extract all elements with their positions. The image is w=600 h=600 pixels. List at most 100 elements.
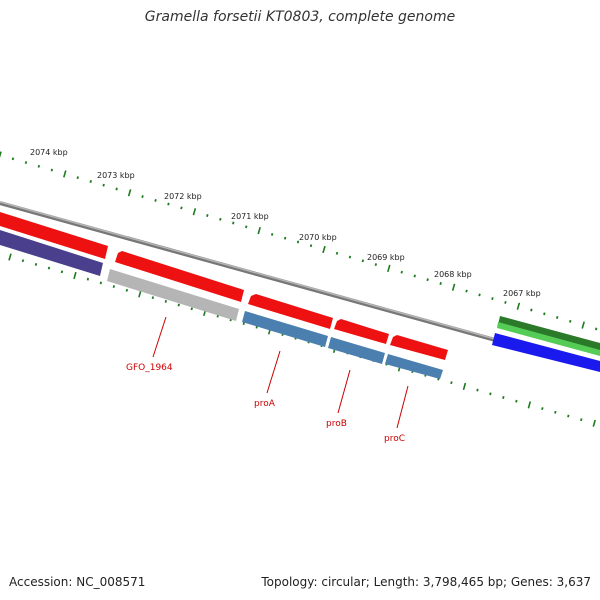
- gene-callout-line: [396, 385, 409, 429]
- major-tick: [527, 401, 532, 409]
- minor-tick: [361, 259, 365, 263]
- minor-tick: [504, 300, 507, 304]
- minor-tick: [502, 396, 505, 399]
- minor-tick: [167, 202, 170, 206]
- minor-tick: [37, 164, 41, 168]
- minor-tick: [543, 312, 546, 316]
- gene-callout-line: [152, 316, 167, 358]
- genome-summary: Topology: circular; Length: 3,798,465 bp…: [261, 575, 591, 589]
- minor-tick: [439, 282, 442, 285]
- minor-tick: [21, 259, 25, 263]
- reverse-gene-feature[interactable]: [385, 354, 443, 379]
- forward-gene-feature[interactable]: [390, 335, 448, 360]
- minor-tick: [554, 410, 557, 414]
- minor-tick: [580, 418, 583, 422]
- minor-tick: [413, 274, 416, 278]
- minor-tick: [476, 388, 479, 392]
- gene-callout-line: [266, 350, 281, 394]
- minor-tick: [164, 299, 167, 303]
- kbp-label-group: 2074 kbp 2073 kbp 2072 kbp 2071 kbp 2070…: [30, 148, 541, 298]
- minor-tick: [270, 232, 274, 236]
- minor-tick: [11, 157, 15, 161]
- minor-tick: [102, 183, 105, 187]
- kbp-label: 2073 kbp: [97, 171, 135, 180]
- minor-tick: [60, 270, 64, 274]
- accession-label: Accession: NC_008571: [9, 575, 146, 589]
- minor-tick: [400, 270, 403, 274]
- major-tick: [138, 290, 142, 298]
- kbp-label: 2070 kbp: [299, 233, 337, 242]
- minor-tick: [515, 399, 518, 403]
- minor-tick: [478, 293, 481, 297]
- major-tick: [257, 226, 261, 235]
- minor-tick: [426, 278, 429, 282]
- minor-tick: [489, 392, 492, 396]
- major-tick: [63, 170, 67, 178]
- gene-callouts: [152, 316, 409, 429]
- major-tick: [0, 151, 2, 158]
- minor-tick: [89, 180, 92, 183]
- kbp-label: 2067 kbp: [503, 289, 541, 298]
- minor-tick: [219, 217, 222, 221]
- major-tick: [516, 302, 521, 310]
- minor-tick: [177, 303, 180, 307]
- minor-tick: [115, 187, 118, 191]
- minor-tick: [245, 225, 248, 229]
- forward-gene-feature[interactable]: [334, 319, 389, 344]
- major-tick: [581, 321, 585, 329]
- reverse-gene-feature[interactable]: [107, 269, 239, 321]
- minor-tick: [374, 263, 378, 267]
- reverse-gene-feature[interactable]: [242, 311, 328, 347]
- forward-gene-feature[interactable]: [0, 212, 108, 259]
- major-tick: [73, 271, 77, 280]
- minor-tick: [206, 214, 209, 217]
- kbp-label: 2068 kbp: [434, 270, 472, 279]
- minor-tick: [569, 319, 572, 323]
- reverse-gene-feature[interactable]: [328, 337, 385, 364]
- major-tick: [387, 264, 391, 273]
- forward-gene-feature-light[interactable]: [497, 322, 600, 356]
- minor-tick: [348, 255, 352, 259]
- minor-tick: [594, 327, 598, 331]
- major-tick: [8, 253, 12, 261]
- minor-tick: [141, 195, 144, 199]
- major-tick: [192, 208, 197, 216]
- minor-tick: [99, 281, 103, 285]
- minor-tick: [556, 316, 559, 319]
- minor-tick: [242, 322, 245, 326]
- forward-gene-feature[interactable]: [115, 251, 244, 302]
- minor-tick: [541, 407, 544, 411]
- major-tick: [462, 382, 467, 391]
- gene-label[interactable]: proA: [254, 399, 276, 409]
- minor-tick: [567, 414, 570, 418]
- minor-tick: [50, 168, 54, 172]
- minor-tick: [76, 176, 79, 180]
- minor-tick: [232, 221, 235, 225]
- major-tick: [322, 245, 326, 254]
- minor-tick: [530, 308, 533, 312]
- major-tick: [451, 283, 456, 291]
- minor-tick: [86, 277, 90, 281]
- reverse-gene-feature[interactable]: [492, 333, 600, 372]
- minor-tick: [335, 251, 339, 255]
- minor-tick: [309, 244, 313, 248]
- major-tick: [127, 189, 132, 197]
- minor-tick: [491, 297, 494, 301]
- kbp-label: 2072 kbp: [164, 192, 202, 201]
- gene-label-group: GFO_1964 proA proB proC: [126, 363, 405, 444]
- minor-tick: [24, 161, 28, 165]
- minor-tick: [47, 266, 51, 270]
- minor-tick: [190, 307, 193, 311]
- gene-label[interactable]: proC: [384, 434, 405, 444]
- minor-tick: [154, 198, 157, 202]
- minor-tick: [296, 240, 300, 244]
- kbp-label: 2071 kbp: [231, 212, 269, 221]
- gene-label[interactable]: GFO_1964: [126, 363, 173, 373]
- gene-label[interactable]: proB: [326, 419, 347, 429]
- minor-tick: [125, 288, 129, 292]
- reverse-gene-feature[interactable]: [0, 230, 103, 276]
- forward-gene-feature[interactable]: [248, 294, 333, 329]
- outer-tick-ring: [0, 151, 598, 331]
- minor-tick: [112, 285, 116, 289]
